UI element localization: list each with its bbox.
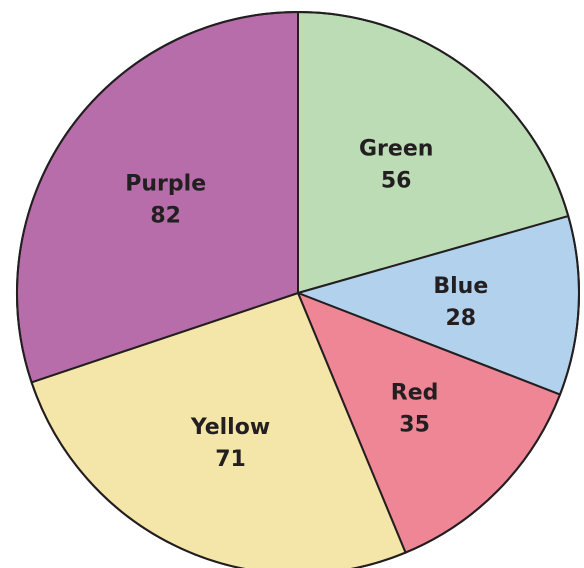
- pie-outline: [16, 11, 580, 568]
- slice-label-red: Red: [391, 380, 439, 405]
- slice-value-red: 35: [399, 412, 430, 437]
- slice-label-green: Green: [359, 136, 433, 161]
- pie-slices: [16, 10, 580, 568]
- slice-label-purple: Purple: [125, 171, 206, 196]
- slice-label-yellow: Yellow: [190, 415, 270, 440]
- slice-value-yellow: 71: [215, 447, 246, 472]
- pie-labels: Green 56 Blue 28 Red 35 Yellow 71 Purple 82: [125, 136, 488, 471]
- slice-value-purple: 82: [150, 203, 181, 228]
- slice-value-blue: 28: [445, 306, 476, 331]
- slice-label-blue: Blue: [433, 274, 488, 299]
- slice-value-green: 56: [381, 168, 412, 193]
